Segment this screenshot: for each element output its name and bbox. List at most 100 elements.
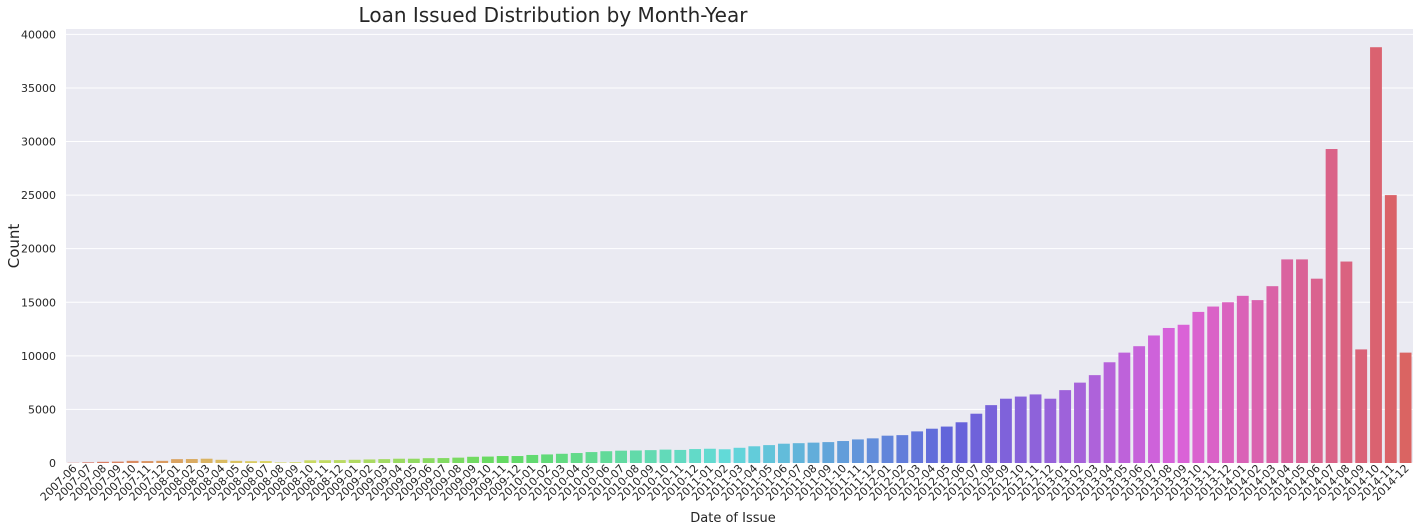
bar-2012-05 (940, 426, 953, 463)
bar-2007-09 (111, 461, 124, 463)
bar-2011-02 (718, 449, 731, 463)
bar-2014-08 (1340, 261, 1353, 463)
y-axis-label: Count (5, 224, 23, 269)
bar-2010-09 (644, 450, 657, 463)
bar-2013-05 (1118, 352, 1131, 463)
bar-2013-02 (1074, 382, 1086, 463)
bar-2014-10 (1370, 47, 1382, 463)
bar-2008-03 (200, 458, 213, 463)
bar-2010-03 (555, 453, 568, 463)
y-tick-label: 35000 (21, 82, 56, 95)
bar-2008-05 (230, 460, 243, 463)
bar-2011-10 (837, 441, 850, 463)
bar-2012-04 (926, 428, 938, 463)
bar-2014-06 (1310, 278, 1323, 463)
bar-2008-02 (185, 459, 198, 463)
bar-2009-06 (422, 458, 435, 463)
bar-2011-03 (733, 447, 746, 463)
bar-2011-08 (807, 442, 820, 463)
bar-2007-11 (141, 461, 154, 463)
bar-2008-11 (319, 460, 331, 463)
bar-2009-01 (348, 459, 361, 463)
bar-2009-07 (437, 458, 450, 463)
y-tick-label: 5000 (28, 403, 56, 416)
bar-2011-06 (777, 443, 790, 463)
bar-2012-11 (1029, 394, 1042, 463)
bar-2010-07 (615, 450, 628, 463)
y-tick-label: 20000 (21, 243, 56, 256)
y-tick-label: 30000 (21, 136, 56, 149)
bar-2011-09 (822, 442, 835, 463)
y-tick-label: 10000 (21, 350, 56, 363)
bar-2013-01 (1059, 390, 1072, 463)
y-tick-label: 0 (49, 457, 56, 470)
bar-2014-12 (1399, 352, 1412, 463)
bar-2007-10 (126, 460, 139, 463)
bar-2010-10 (659, 449, 672, 463)
bar-2010-12 (689, 449, 702, 463)
bar-2009-12 (511, 456, 524, 463)
bar-2012-09 (1000, 398, 1012, 463)
bar-2010-01 (526, 454, 539, 463)
bar-2010-04 (570, 453, 583, 463)
bar-2014-04 (1281, 259, 1294, 463)
bar-2013-03 (1088, 375, 1101, 463)
bar-2008-01 (171, 459, 183, 463)
bar-2012-03 (911, 431, 924, 463)
bar-2011-11 (851, 439, 864, 463)
bar-2010-06 (600, 451, 613, 463)
bar-2014-02 (1251, 300, 1264, 463)
bar-2013-12 (1222, 302, 1234, 463)
bar-2008-10 (304, 460, 317, 463)
bar-2012-02 (896, 435, 909, 463)
x-axis-label: Date of Issue (690, 511, 775, 526)
bar-2011-01 (703, 448, 716, 463)
bar-2014-09 (1355, 349, 1368, 463)
bar-2012-06 (955, 422, 968, 463)
bar-2013-07 (1148, 335, 1160, 463)
bar-2013-06 (1133, 346, 1146, 463)
bar-2008-06 (245, 461, 257, 463)
bar-2010-08 (629, 450, 642, 463)
bar-2013-04 (1103, 362, 1116, 463)
bar-2009-09 (467, 456, 479, 463)
bar-2012-07 (970, 413, 983, 463)
bar-2012-08 (985, 405, 998, 463)
bar-2013-10 (1192, 311, 1205, 463)
bar-2009-08 (452, 457, 465, 463)
bar-2009-05 (407, 458, 420, 463)
bar-2014-03 (1266, 286, 1279, 463)
bar-2009-10 (481, 456, 494, 463)
chart-title: Loan Issued Distribution by Month-Year (359, 3, 749, 27)
y-tick-labels: 0 5000 10000 15000 20000 25000 30000 35000 40000 (21, 28, 56, 470)
bar-2011-05 (763, 445, 776, 463)
bar-2014-01 (1236, 295, 1249, 463)
bar-2010-05 (585, 452, 598, 463)
bar-2011-04 (748, 446, 761, 463)
bar-2010-02 (541, 454, 553, 463)
y-tick-label: 15000 (21, 296, 56, 309)
bar-2013-11 (1207, 306, 1220, 463)
bar-2007-07 (82, 462, 95, 463)
bar-2009-04 (393, 458, 405, 463)
bar-2014-07 (1325, 149, 1338, 463)
bar-2008-08 (274, 462, 287, 463)
bar-2007-12 (156, 460, 169, 463)
bar-2011-07 (792, 443, 805, 463)
bar-2014-05 (1296, 259, 1308, 463)
bar-2013-09 (1177, 324, 1190, 463)
y-tick-label: 40000 (21, 28, 56, 41)
x-tick-labels: 2007-062007-072007-082007-092007-102007-… (38, 462, 1412, 504)
bar-2011-12 (866, 438, 879, 463)
bar-2012-01 (881, 435, 894, 463)
bar-2014-11 (1384, 195, 1397, 464)
bar-2009-02 (363, 459, 376, 463)
bar-2013-08 (1162, 327, 1175, 463)
bar-2008-04 (215, 459, 228, 463)
bar-2009-11 (496, 456, 509, 463)
bar-2010-11 (674, 449, 687, 463)
bar-2007-08 (97, 461, 109, 463)
y-tick-label: 25000 (21, 189, 56, 202)
bars (67, 47, 1412, 464)
